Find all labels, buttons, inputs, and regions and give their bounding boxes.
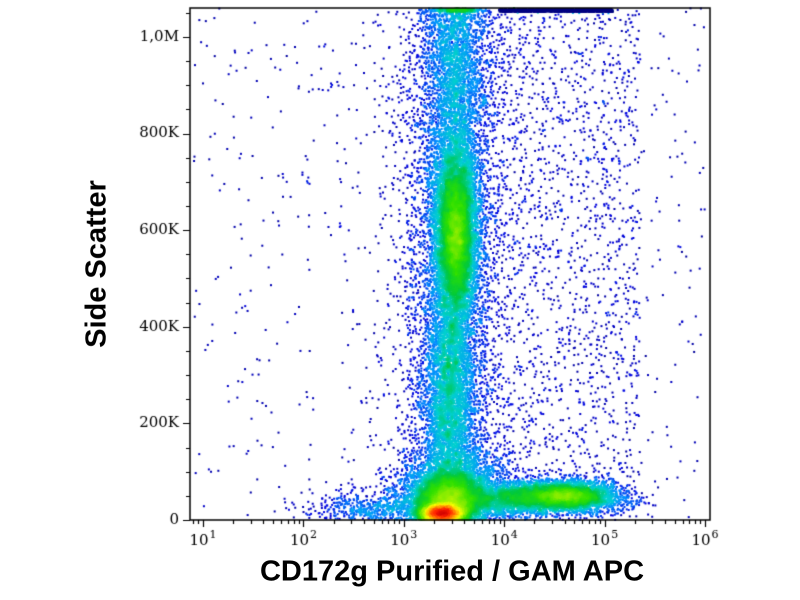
- y-axis-title: Side Scatter: [80, 180, 113, 348]
- x-axis-title: CD172g Purified / GAM APC: [259, 555, 645, 588]
